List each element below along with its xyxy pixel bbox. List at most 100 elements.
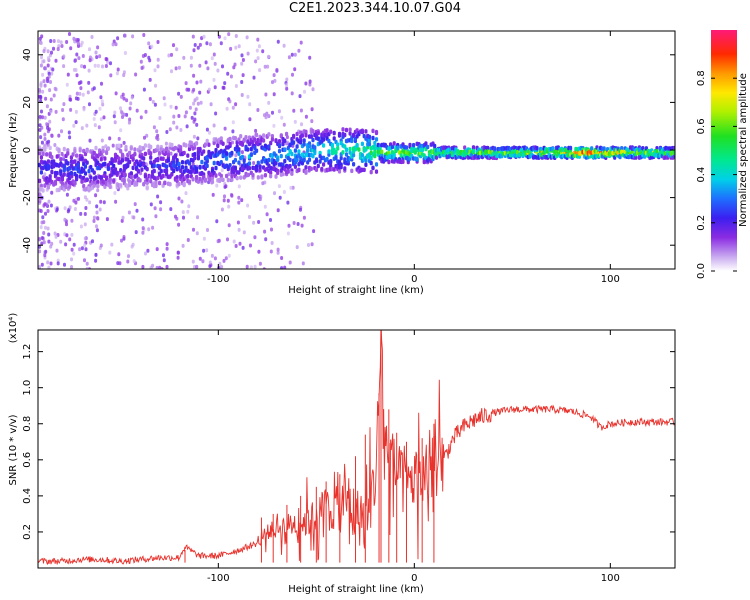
heatmap-cell (61, 117, 65, 122)
heatmap-cell (373, 153, 377, 159)
heatmap-cell (220, 265, 224, 269)
heatmap-cell (74, 96, 78, 101)
heatmap-cell (249, 152, 253, 157)
heatmap-cell (96, 188, 100, 193)
heatmap-cell (390, 144, 394, 150)
heatmap-cell (655, 149, 659, 154)
heatmap-cell (223, 81, 227, 86)
heatmap-cell (49, 97, 53, 102)
heatmap-cell (286, 200, 290, 205)
heatmap-cell (53, 143, 57, 147)
heatmap-cell (120, 218, 124, 223)
heatmap-cell (193, 152, 197, 157)
heatmap-cell (46, 209, 50, 213)
heatmap-cell (360, 153, 364, 158)
heatmap-cell (65, 192, 69, 197)
heatmap-cell (148, 77, 152, 82)
heatmap-cell (116, 261, 120, 266)
heatmap-cell (88, 200, 92, 205)
heatmap-cell (205, 41, 209, 46)
heatmap-cell (57, 176, 61, 182)
heatmap-cell (189, 63, 193, 68)
heatmap-cell (371, 128, 375, 134)
heatmap-cell (182, 55, 186, 60)
heatmap-cell (374, 137, 379, 142)
heatmap-cell (277, 142, 282, 148)
heatmap-cell (299, 40, 303, 45)
heatmap-cell (371, 165, 375, 171)
heatmap-cell (226, 198, 230, 203)
heatmap-cell (258, 68, 262, 73)
heatmap-cell (263, 173, 267, 178)
heatmap-cell (83, 151, 88, 157)
heatmap-cell (426, 144, 430, 150)
heatmap-cell (408, 142, 412, 148)
heatmap-cell (246, 203, 250, 208)
heatmap-cell (329, 129, 333, 134)
heatmap-cell (38, 178, 42, 184)
heatmap-cell (269, 173, 273, 179)
heatmap-cell (274, 138, 278, 143)
heatmap-cell (169, 207, 173, 212)
heatmap-cell (286, 169, 290, 174)
heatmap-cell (57, 148, 61, 154)
heatmap-cell (158, 165, 162, 171)
heatmap-cell (100, 81, 103, 86)
heatmap-cell (129, 101, 133, 106)
heatmap-cell (75, 37, 79, 42)
heatmap-cell (298, 94, 302, 99)
heatmap-cell (392, 141, 396, 146)
heatmap-cell (254, 59, 258, 64)
heatmap-cell (434, 155, 439, 160)
heatmap-cell (117, 143, 121, 148)
heatmap-cell (264, 92, 268, 97)
heatmap-cell (96, 216, 99, 220)
heatmap-cell (85, 261, 89, 266)
heatmap-cell (133, 151, 137, 157)
heatmap-cell (75, 73, 79, 78)
heatmap-cell (237, 151, 241, 156)
heatmap-cell (57, 39, 60, 44)
heatmap-cell (73, 159, 77, 164)
heatmap-cell (46, 159, 50, 164)
heatmap-cell (264, 237, 268, 242)
heatmap-cell (308, 82, 312, 87)
heatmap-cell (54, 234, 58, 239)
heatmap-cell (184, 81, 188, 86)
heatmap-cell (287, 55, 291, 60)
heatmap-cell (261, 181, 265, 186)
heatmap-cell (404, 145, 409, 150)
heatmap-cell (158, 116, 162, 120)
heatmap-cell (241, 58, 245, 62)
heatmap-cell (311, 137, 315, 143)
heatmap-cell (337, 169, 342, 174)
heatmap-cell (87, 68, 91, 73)
heatmap-cell (179, 148, 183, 153)
heatmap-cell (246, 147, 250, 152)
heatmap-cell (246, 51, 250, 56)
heatmap-cell (40, 236, 44, 240)
heatmap-cell (88, 47, 91, 52)
heatmap-cell (129, 174, 133, 180)
heatmap-cell (200, 159, 204, 165)
heatmap-cell (569, 145, 573, 151)
heatmap-cell (155, 247, 159, 252)
heatmap-cell (54, 58, 58, 63)
heatmap-cell (493, 146, 497, 151)
heatmap-cell (293, 119, 297, 124)
heatmap-cell (119, 106, 122, 111)
snr-frame (37, 329, 676, 569)
heatmap-cell (186, 173, 190, 179)
chart-title: C2E1.2023.344.10.07.G04 (288, 1, 462, 16)
heatmap-cell (155, 135, 159, 140)
heatmap-cell (159, 168, 163, 174)
heatmap-cell (74, 109, 78, 114)
heatmap-cell (102, 200, 106, 205)
heatmap-cell (80, 156, 84, 161)
heatmap-cell (244, 135, 248, 140)
heatmap-cell (44, 66, 47, 71)
heatmap-cell (327, 149, 331, 154)
heatmap-cell (212, 52, 216, 57)
heatmap-cell (99, 199, 103, 204)
heatmap-cell (237, 137, 241, 142)
